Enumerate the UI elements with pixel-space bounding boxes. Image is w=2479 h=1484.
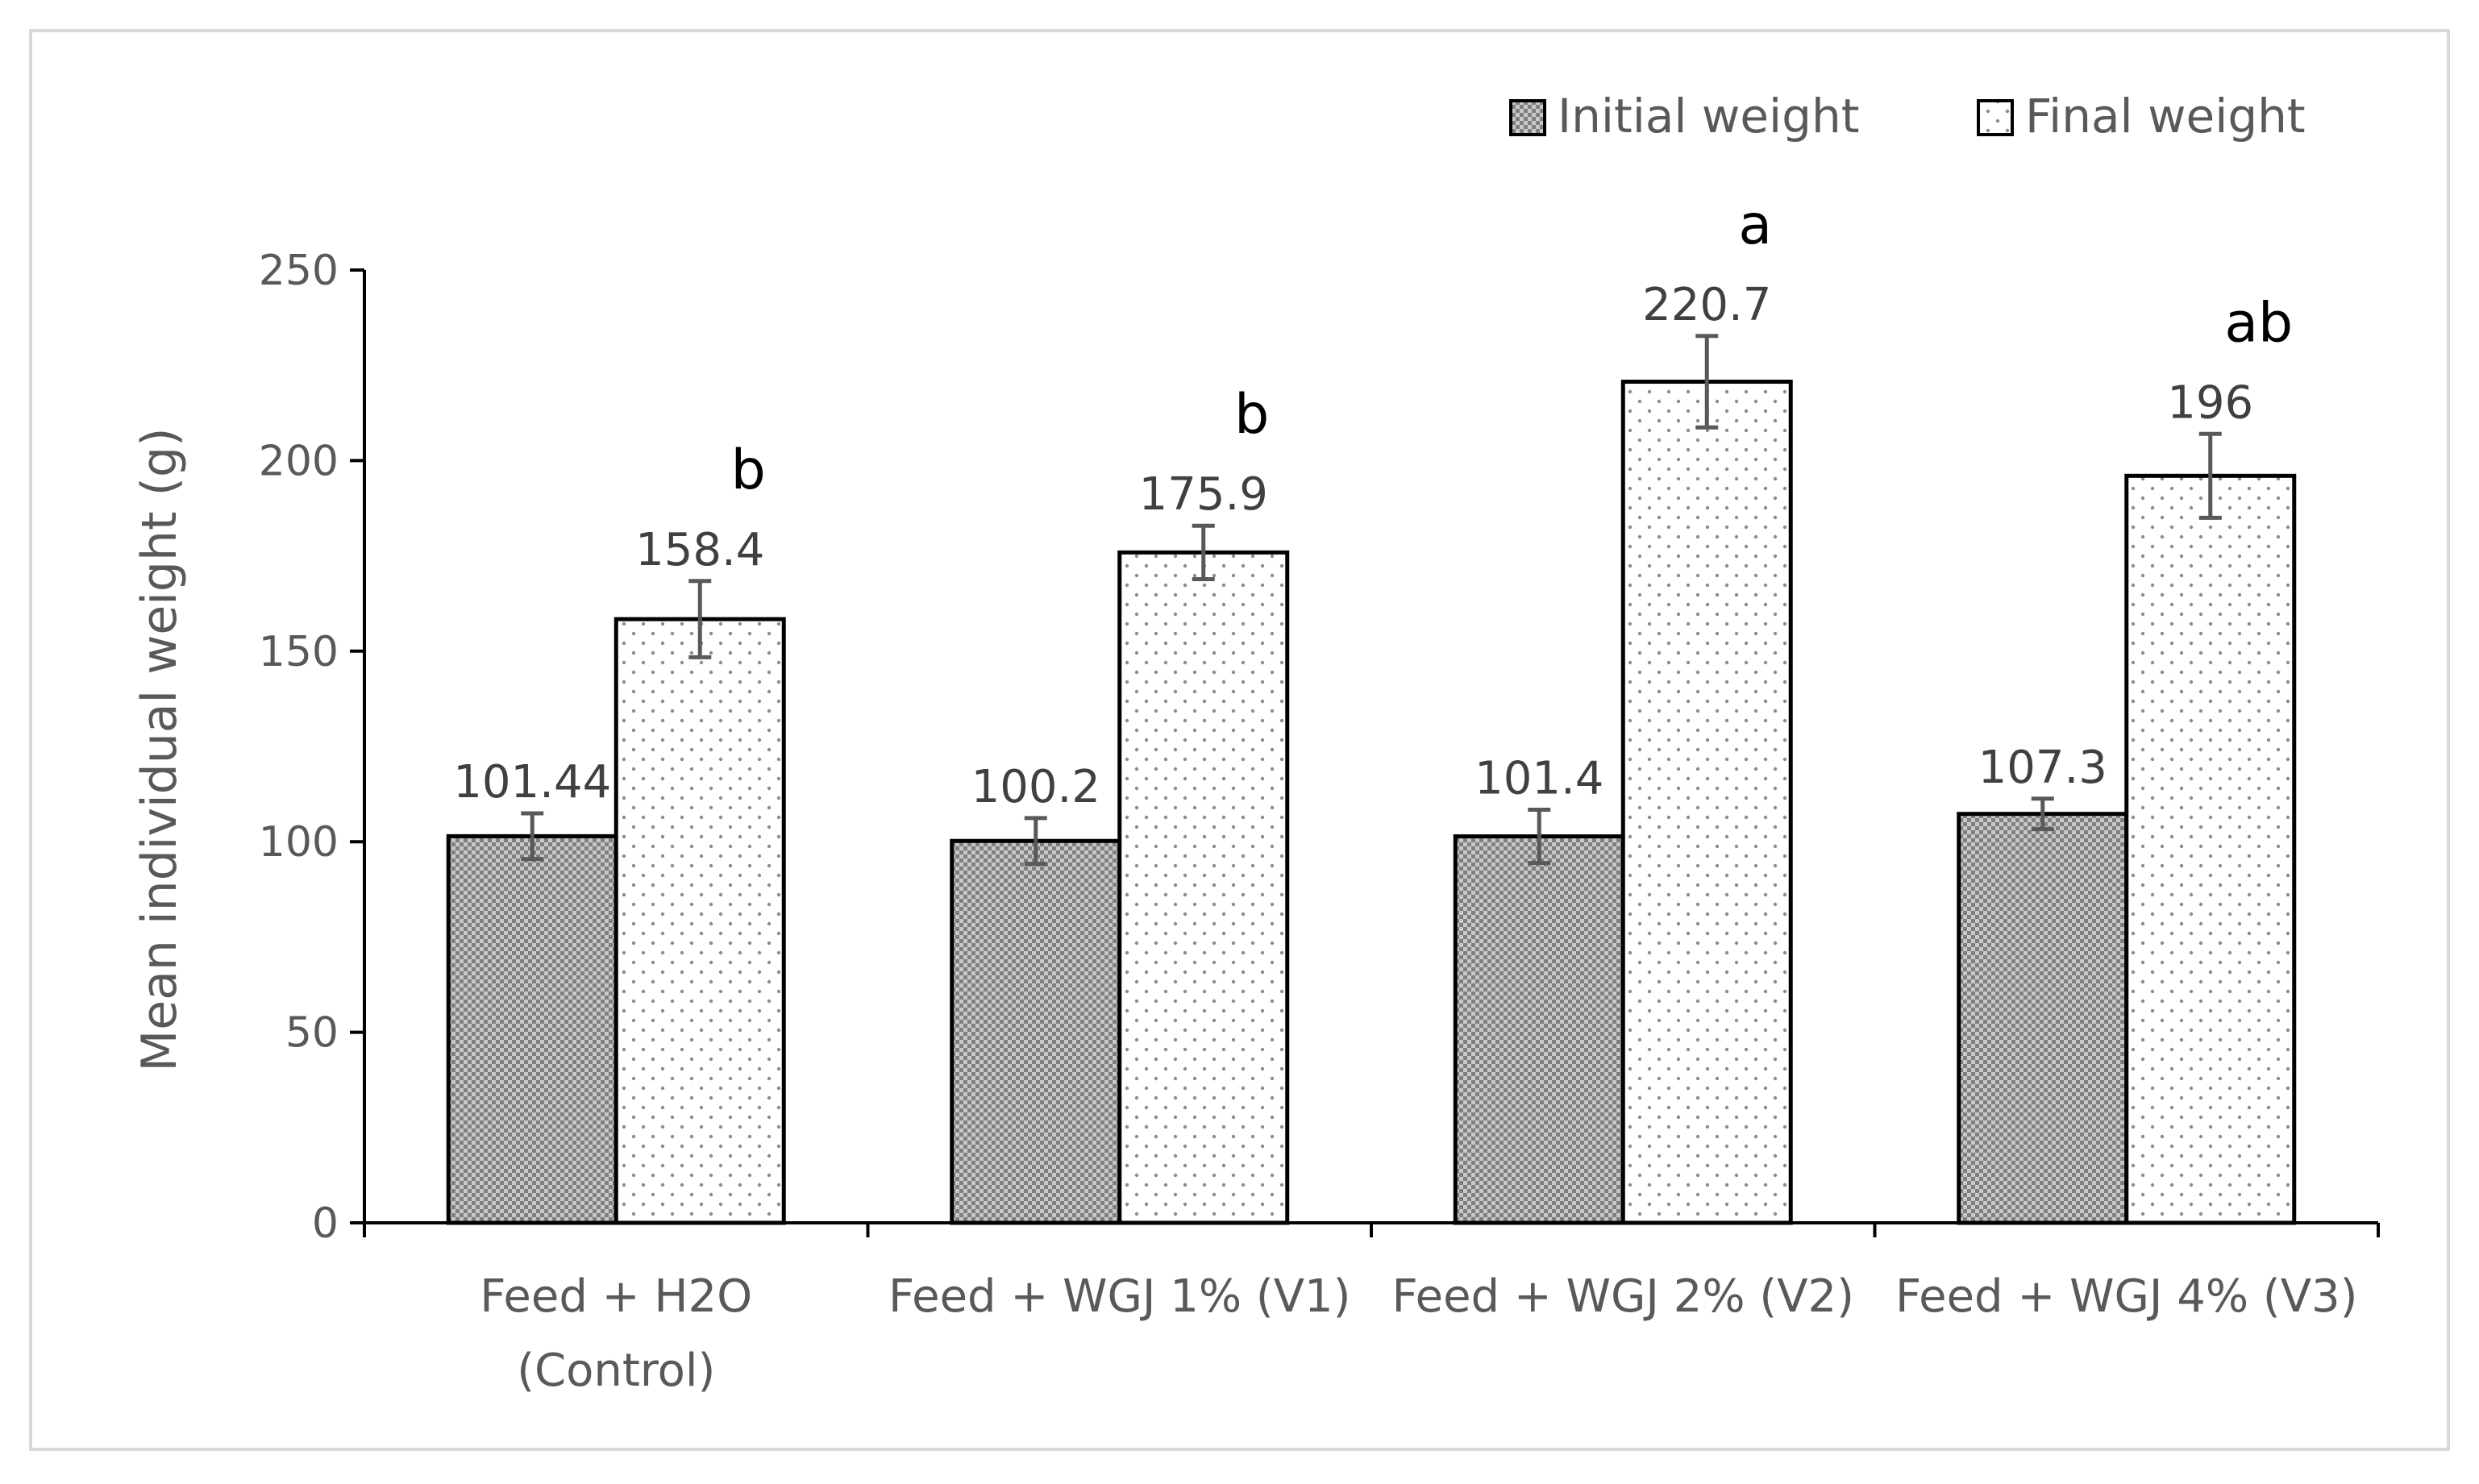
y-tick-label: 150 — [259, 628, 339, 676]
bars-group — [446, 380, 2297, 1225]
significance-letters-group: b b a ab — [731, 193, 2294, 502]
category-labels-group: Feed + H2O (Control) Feed + WGJ 1% (V1) Fee… — [480, 1270, 2357, 1397]
y-tick-label: 200 — [259, 437, 339, 485]
legend-swatch-initial — [1509, 99, 1546, 136]
bar-initial-weight — [446, 833, 618, 1225]
y-tick-label: 100 — [259, 818, 339, 867]
bar-final-weight — [614, 617, 786, 1225]
data-labels-group: 101.44 158.4 100.2 175.9 101.4 220.7 107.3 196 — [453, 279, 2253, 813]
legend-label-final: Final weight — [2025, 89, 2306, 143]
y-tick-label: 50 — [285, 1009, 339, 1058]
x-category-label: (Control) — [517, 1345, 715, 1397]
significance-letter: b — [1234, 383, 1269, 447]
error-bars-group — [521, 334, 2222, 867]
legend-swatch-final — [1977, 99, 2014, 136]
bar-final-weight — [2124, 473, 2297, 1225]
data-label: 196 — [2167, 376, 2253, 429]
data-label: 101.44 — [453, 756, 611, 809]
bar-initial-weight — [1453, 834, 1625, 1225]
legend: Initial weight Final weight — [1509, 89, 2306, 143]
y-axis-ticks: 0 50 100 150 200 250 — [259, 247, 364, 1248]
data-label: 220.7 — [1642, 279, 1771, 331]
y-tick-label: 250 — [259, 247, 339, 295]
legend-label-initial: Initial weight — [1558, 89, 1859, 143]
data-label: 175.9 — [1139, 468, 1268, 521]
data-label: 158.4 — [635, 524, 764, 576]
x-category-label: Feed + H2O — [480, 1270, 752, 1323]
x-category-label: Feed + WGJ 4% (V3) — [1895, 1270, 2357, 1323]
bar-initial-weight — [1957, 812, 2129, 1225]
y-axis-title: Mean individual weight (g) — [131, 427, 188, 1071]
significance-letter: a — [1738, 193, 1772, 257]
y-tick-label: 0 — [312, 1199, 339, 1248]
x-category-label: Feed + WGJ 2% (V2) — [1392, 1270, 1854, 1323]
bar-initial-weight — [950, 838, 1122, 1225]
data-label: 107.3 — [1978, 742, 2107, 794]
data-label: 101.4 — [1475, 752, 1603, 804]
significance-letter: ab — [2224, 291, 2293, 355]
significance-letter: b — [731, 439, 766, 502]
x-category-label: Feed + WGJ 1% (V1) — [888, 1270, 1350, 1323]
axes-group — [363, 270, 2380, 1237]
bar-final-weight — [1117, 550, 1290, 1225]
data-label: 100.2 — [971, 761, 1100, 813]
bar-final-weight — [1620, 380, 1793, 1225]
